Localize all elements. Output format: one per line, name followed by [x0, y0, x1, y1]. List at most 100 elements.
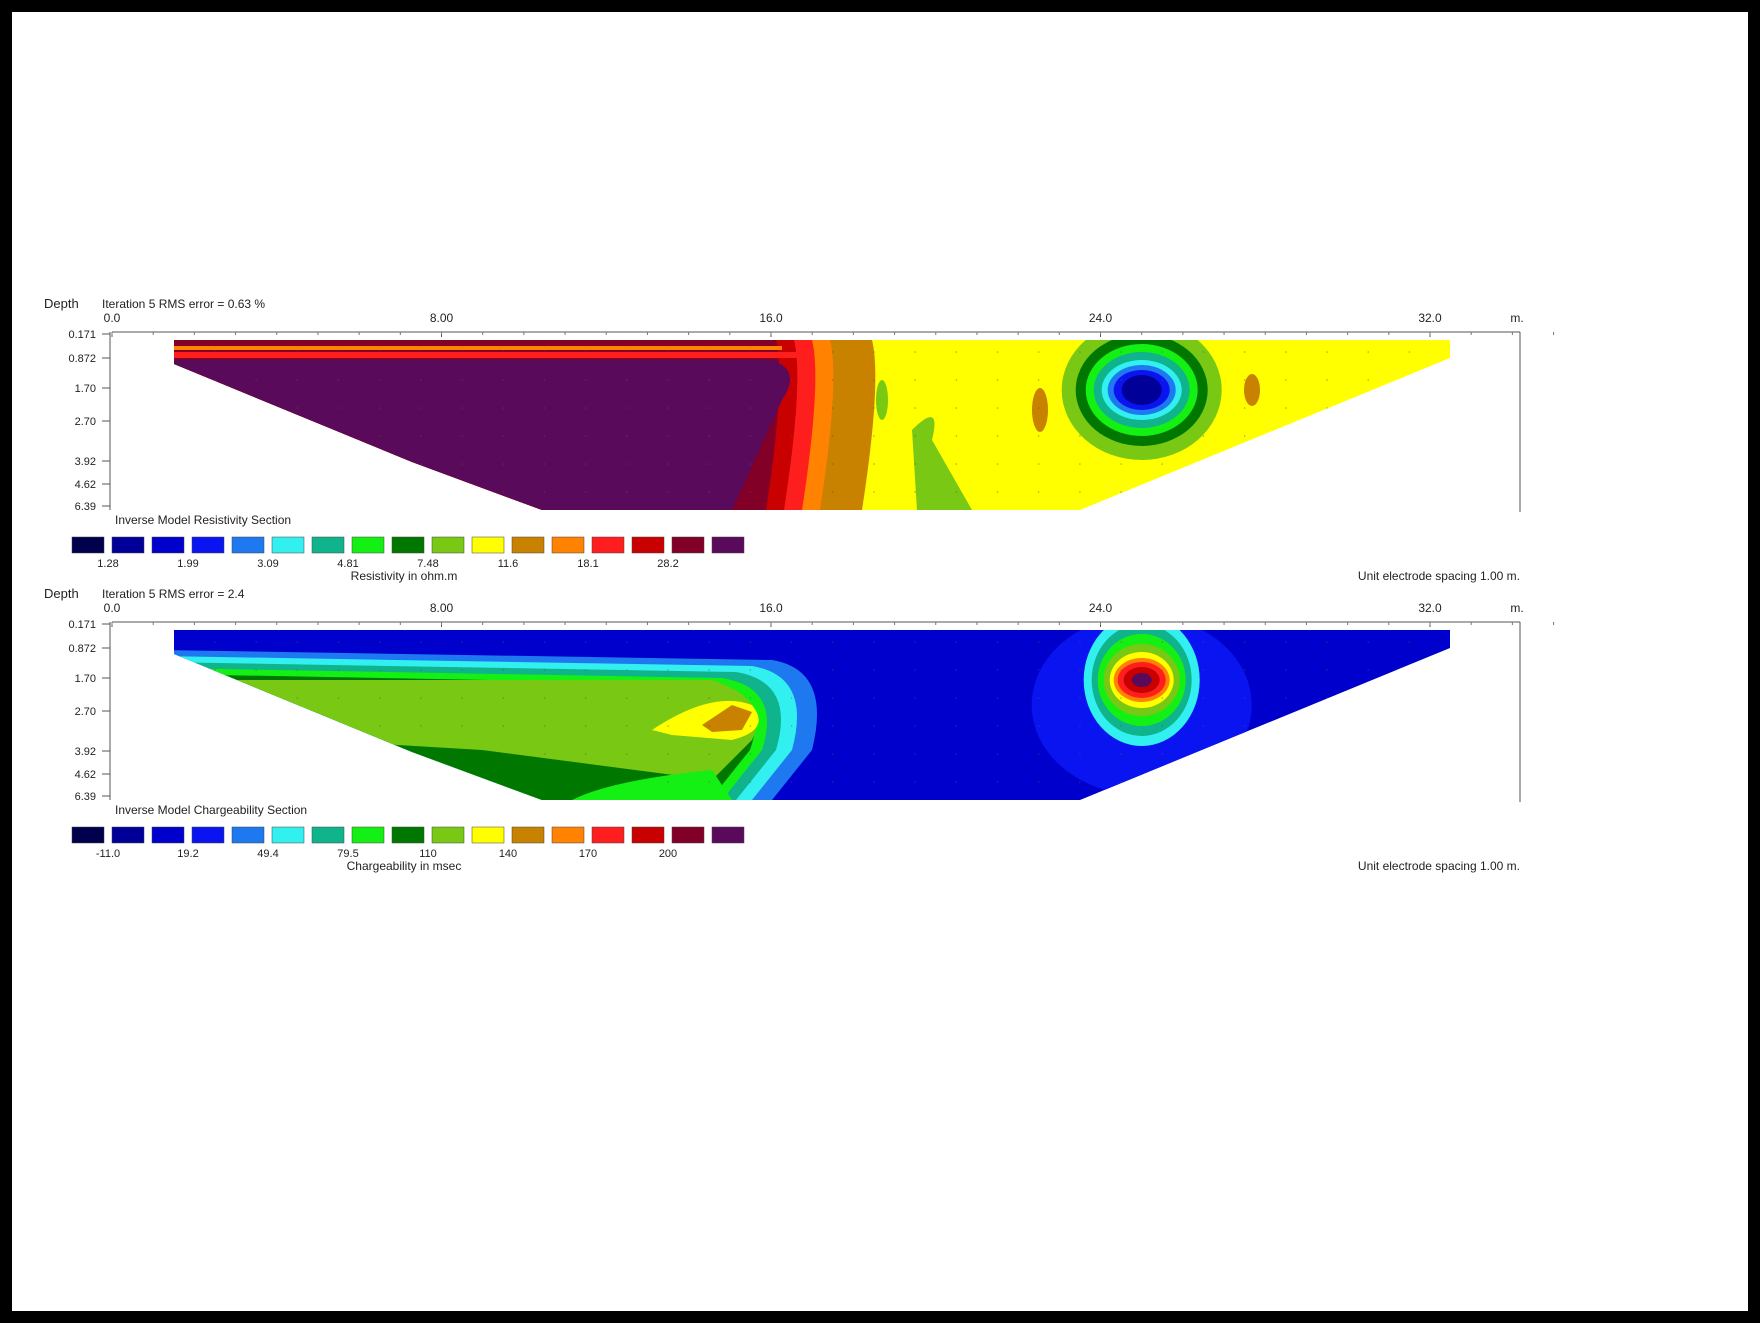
model-cell-dot	[1120, 379, 1122, 381]
color-scale-swatch	[551, 826, 585, 844]
model-cell-dot	[337, 781, 340, 783]
model-cell-dot	[1079, 491, 1081, 493]
model-cell-dot	[461, 491, 463, 493]
model-cell-dot	[790, 669, 793, 671]
color-scale-label: 1.99	[177, 558, 198, 570]
model-cell-dot	[543, 463, 546, 465]
model-cell-dot	[831, 463, 834, 465]
x-tick-label: 0.0	[104, 601, 121, 615]
color-scale-swatch	[671, 536, 705, 554]
model-cell-dot	[420, 697, 422, 699]
model-cell-dot	[626, 463, 628, 465]
figure-frame: Depth Iteration 5 RMS error = 0.63 % 0.0 8.…	[12, 12, 1748, 1311]
model-cell-dot	[708, 753, 711, 755]
model-cell-dot	[502, 407, 505, 409]
model-cell-dot	[1243, 435, 1246, 437]
model-cell-dot	[502, 753, 505, 755]
model-cell-dot	[461, 435, 463, 437]
model-cell-dot	[461, 725, 463, 727]
model-cell-dot	[667, 753, 669, 755]
model-cell-dot	[831, 669, 834, 671]
model-cell-dot	[1532, 725, 1534, 727]
color-scale-label: 110	[419, 848, 437, 860]
model-cell-dot	[1532, 463, 1534, 465]
model-cell-dot	[708, 407, 711, 409]
model-cell-dot	[378, 407, 381, 409]
model-cell-dot	[337, 351, 340, 353]
resistivity-band	[174, 346, 782, 350]
model-cell-dot	[996, 669, 999, 671]
model-cell-dot	[667, 491, 669, 493]
model-cell-dot	[1285, 781, 1287, 783]
model-cell-dot	[955, 669, 958, 671]
color-scale-swatch	[471, 536, 505, 554]
model-cell-dot	[1243, 725, 1246, 727]
model-cell-dot	[831, 435, 834, 437]
model-cell-dot	[214, 697, 216, 699]
model-cell-dot	[1326, 781, 1328, 783]
model-cell-dot	[543, 641, 546, 643]
model-cell-dot	[1079, 435, 1081, 437]
color-scale-label: 1.28	[97, 558, 118, 570]
model-cell-dot	[296, 725, 299, 727]
model-cell-dot	[502, 781, 505, 783]
model-cell-dot	[214, 491, 216, 493]
color-scale-swatch	[511, 536, 545, 554]
x-tick-label: 8.00	[430, 601, 454, 615]
model-cell-dot	[873, 697, 875, 699]
model-cell-dot	[502, 697, 505, 699]
model-cell-dot	[1243, 491, 1246, 493]
model-cell-dot	[749, 669, 752, 671]
color-scale-label: 3.09	[257, 558, 278, 570]
model-cell-dot	[1367, 491, 1370, 493]
model-cell-dot	[1449, 435, 1450, 437]
model-cell-dot	[174, 753, 175, 755]
model-cell-dot	[296, 407, 299, 409]
color-scale-swatch	[231, 826, 265, 844]
section-title: Inverse Model Resistivity Section	[115, 513, 291, 527]
model-cell-dot	[1037, 753, 1040, 755]
model-cell-dot	[708, 351, 711, 353]
model-cell-dot	[502, 463, 505, 465]
model-cell-dot	[1449, 641, 1450, 643]
model-cell-dot	[1243, 697, 1246, 699]
model-cell-dot	[255, 351, 257, 353]
model-cell-dot	[174, 351, 175, 353]
model-cell-dot	[667, 781, 669, 783]
model-cell-dot	[708, 641, 711, 643]
model-cell-dot	[1285, 407, 1287, 409]
model-cell-dot	[667, 407, 669, 409]
model-cell-dot	[1532, 753, 1534, 755]
model-cell-dot	[626, 379, 628, 381]
model-cell-dot	[749, 379, 752, 381]
color-scale-swatch	[551, 536, 585, 554]
model-cell-dot	[626, 641, 628, 643]
model-cell-dot	[1532, 379, 1534, 381]
model-cell-dot	[1161, 725, 1164, 727]
model-cell-dot	[214, 725, 216, 727]
inversion-sections-figure: Depth Iteration 5 RMS error = 0.63 %0.0 8.…	[44, 296, 1575, 873]
iteration-label: Iteration 5 RMS error = 2.4	[102, 587, 245, 601]
model-cell-dot	[1202, 781, 1205, 783]
color-scale-label: 28.2	[657, 558, 678, 570]
model-cell-dot	[831, 753, 834, 755]
depth-tick-label: 0.872	[68, 643, 96, 655]
model-cell-dot	[1449, 753, 1450, 755]
model-cell-dot	[337, 753, 340, 755]
model-cell-dot	[420, 435, 422, 437]
model-cell-dot	[543, 351, 546, 353]
model-cell-dot	[1367, 781, 1370, 783]
model-cell-dot	[996, 435, 999, 437]
model-cell-dot	[1079, 351, 1081, 353]
model-cell-dot	[1367, 351, 1370, 353]
model-cell-dot	[1243, 351, 1246, 353]
model-cell-dot	[378, 463, 381, 465]
color-scale-swatch	[151, 826, 185, 844]
model-cell-dot	[1573, 725, 1575, 727]
color-scale-swatch	[271, 826, 305, 844]
model-cell-dot	[1326, 491, 1328, 493]
model-cell-dot	[378, 641, 381, 643]
model-cell-dot	[1573, 697, 1575, 699]
depth-tick-label: 0.872	[68, 353, 96, 365]
model-cell-dot	[296, 669, 299, 671]
